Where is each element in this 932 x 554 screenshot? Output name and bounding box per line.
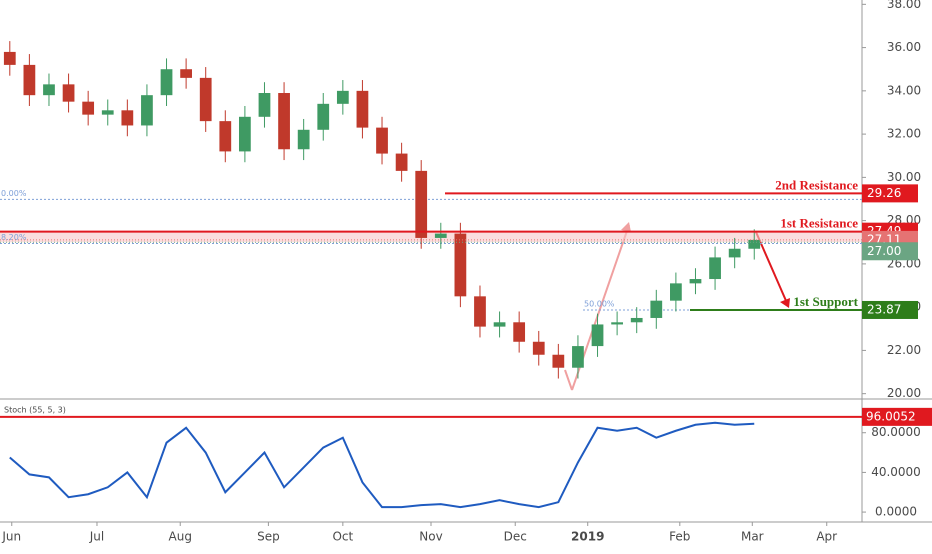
candle-body [278, 93, 290, 150]
fib-label: 8.20% [1, 233, 27, 242]
candle-body [415, 170, 428, 238]
fib-label: 50.00% [584, 299, 615, 308]
candle-body [434, 233, 447, 238]
y-tick-label: 30.00 [887, 170, 921, 184]
stoch-level-value: 96.0052 [866, 409, 916, 423]
y-tick-label: 20.00 [887, 386, 921, 400]
candle-body [748, 239, 761, 249]
candle-body [572, 346, 584, 368]
candle-body [376, 127, 388, 154]
fib-label: 0.00% [1, 189, 27, 198]
level-name: 2nd Resistance [775, 177, 858, 192]
candle-body [239, 116, 251, 152]
candle-body [532, 341, 545, 355]
x-tick-label: Nov [419, 530, 442, 544]
candle-body [709, 257, 721, 280]
candle-body [141, 95, 153, 126]
candle-body [493, 322, 506, 327]
candle-body [454, 233, 467, 297]
y-tick-label: 38.00 [887, 0, 921, 11]
candle-body [728, 248, 741, 258]
x-tick-label: Oct [332, 530, 353, 544]
arrow-head [621, 222, 631, 232]
level-tag [862, 300, 918, 319]
candle-body [317, 103, 330, 130]
candle-body [689, 279, 702, 284]
level-tag [862, 184, 918, 203]
candle-body [336, 90, 349, 104]
x-tick-label: Apr [816, 530, 837, 544]
stoch-title: Stoch (55, 5, 3) [4, 406, 66, 415]
candle-body [474, 296, 486, 327]
candle-body [101, 110, 114, 115]
level-name: 1st Support [793, 294, 858, 309]
candle-body [513, 322, 526, 342]
y-tick-label: 32.00 [887, 127, 921, 141]
level-value: 23.87 [867, 302, 901, 316]
y2-tick-label: 0.0000 [875, 505, 917, 519]
y2-tick-label: 40.0000 [871, 465, 921, 479]
candle-body [3, 51, 16, 65]
candle-body [23, 64, 36, 96]
x-tick-label: Dec [504, 530, 527, 544]
candle-body [121, 110, 134, 126]
resistance-zone [0, 231, 862, 243]
y-tick-label: 34.00 [887, 83, 921, 97]
candle-body [82, 101, 95, 115]
price-value: 27.00 [867, 244, 901, 258]
price-tag [862, 242, 918, 261]
candle-body [199, 77, 212, 122]
candle-body [650, 300, 663, 318]
candle-body [356, 90, 369, 128]
x-tick-label: Sep [257, 530, 280, 544]
y2-tick-label: 80.0000 [871, 425, 921, 439]
candle-body [552, 354, 565, 368]
x-tick-label: Feb [669, 530, 690, 544]
x-tick-label: Mar [741, 530, 764, 544]
arrow-tail [564, 369, 573, 391]
level-name: 1st Resistance [780, 216, 858, 231]
candle-body [180, 69, 192, 78]
stoch-line [9, 421, 755, 509]
y-tick-label: 36.00 [887, 40, 921, 54]
level-value: 29.26 [867, 186, 901, 200]
candle-body [62, 84, 75, 102]
candle-body [670, 283, 682, 301]
candle-body [630, 317, 643, 323]
candle-body [591, 324, 604, 347]
arrow-head [780, 298, 790, 308]
x-tick-label: Aug [169, 530, 192, 544]
y-tick-label: 22.00 [887, 343, 921, 357]
x-tick-label: 2019 [571, 530, 604, 544]
candle-body [395, 153, 408, 171]
x-tick-label: Jul [89, 530, 104, 544]
candle-body [219, 121, 232, 152]
candle-body [160, 69, 173, 96]
candle-body [43, 84, 55, 96]
stoch-tag [862, 407, 932, 426]
x-tick-label: Jun [1, 530, 21, 544]
candle-body [297, 129, 310, 150]
candle-body [258, 93, 271, 117]
candle-body [611, 322, 623, 325]
